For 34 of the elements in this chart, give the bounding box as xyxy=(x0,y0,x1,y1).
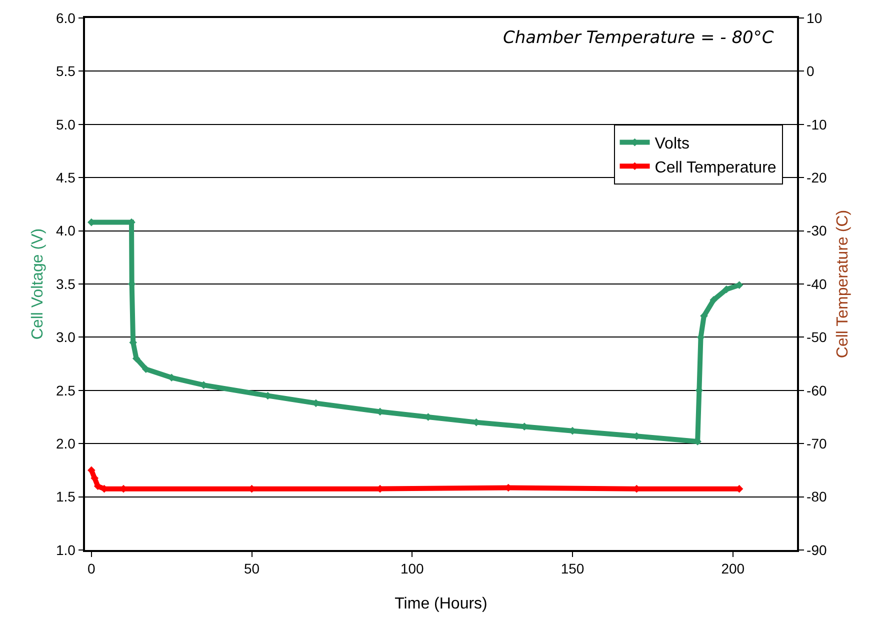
x-tick-label: 200 xyxy=(721,560,745,577)
y-tick-label: 1.5 xyxy=(56,488,76,505)
y2-tick-label: -10 xyxy=(806,116,827,132)
y-tick-label: 2.5 xyxy=(56,382,76,398)
y2-tick-label: -50 xyxy=(806,329,827,346)
y-axis-title: Cell Voltage (V) xyxy=(30,228,46,340)
x-tick-label: 0 xyxy=(88,560,96,577)
y2-tick-label: -90 xyxy=(806,542,827,558)
x-tick-label: 100 xyxy=(400,560,424,577)
x-tick-label: 50 xyxy=(244,560,260,577)
y2-tick-label: -80 xyxy=(806,488,827,505)
y2-tick-label: -30 xyxy=(806,222,827,239)
point xyxy=(710,296,718,304)
y-tick-label: 4.0 xyxy=(56,222,76,239)
y-tick-label: 6.0 xyxy=(56,10,76,26)
y2-tick-label: -70 xyxy=(806,436,827,452)
legend-label: Volts xyxy=(654,136,690,153)
x-axis-title: Time (Hours) xyxy=(394,596,488,612)
y-tick-label: 1.0 xyxy=(56,542,76,558)
y2-tick-label: 10 xyxy=(806,10,822,26)
annotation: Chamber Temperature = - 80°C xyxy=(503,28,774,48)
y-tick-label: 3.0 xyxy=(56,329,76,346)
legend-label: Cell Temperature xyxy=(654,159,776,176)
y-tick-label: 2.0 xyxy=(56,436,76,452)
x-tick-label: 150 xyxy=(560,560,584,577)
y-tick-label: 5.5 xyxy=(56,63,76,80)
y2-tick-label: -60 xyxy=(806,382,827,398)
y-tick-label: 5.0 xyxy=(56,116,76,132)
y2-tick-label: -40 xyxy=(806,276,827,292)
y-tick-label: 4.5 xyxy=(56,170,76,186)
y2-tick-label: -20 xyxy=(806,170,827,186)
y2-axis-title: Cell Temperature (C) xyxy=(834,210,852,358)
y2-tick-label: 0 xyxy=(806,63,815,80)
y-tick-label: 3.5 xyxy=(56,276,76,292)
